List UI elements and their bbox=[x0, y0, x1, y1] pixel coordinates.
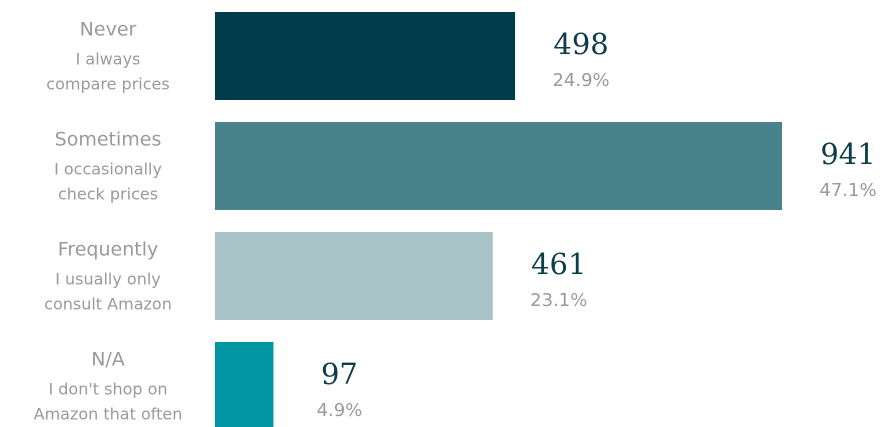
category-description: I occasionally bbox=[54, 160, 162, 179]
category-description: I always bbox=[76, 50, 141, 69]
category-description: check prices bbox=[58, 185, 158, 204]
category-description: I usually only bbox=[55, 270, 161, 289]
share-label: 23.1% bbox=[530, 290, 587, 311]
share-label: 47.1% bbox=[819, 180, 876, 201]
category-label: Sometimes bbox=[55, 129, 162, 151]
bar bbox=[215, 232, 493, 320]
value-label: 461 bbox=[531, 247, 586, 281]
bar bbox=[215, 122, 782, 210]
category-description: compare prices bbox=[46, 75, 169, 94]
category-label: N/A bbox=[91, 349, 125, 371]
value-label: 498 bbox=[553, 27, 608, 61]
category-label: Never bbox=[80, 19, 137, 41]
bar bbox=[215, 342, 274, 427]
category-description: consult Amazon bbox=[44, 295, 172, 314]
category-description: Amazon that often bbox=[34, 405, 183, 424]
category-description: I don't shop on bbox=[48, 380, 167, 399]
bar bbox=[215, 12, 516, 100]
share-label: 4.9% bbox=[317, 400, 363, 421]
share-label: 24.9% bbox=[552, 70, 609, 91]
value-label: 97 bbox=[321, 357, 358, 391]
value-label: 941 bbox=[820, 137, 875, 171]
category-label: Frequently bbox=[58, 239, 158, 261]
